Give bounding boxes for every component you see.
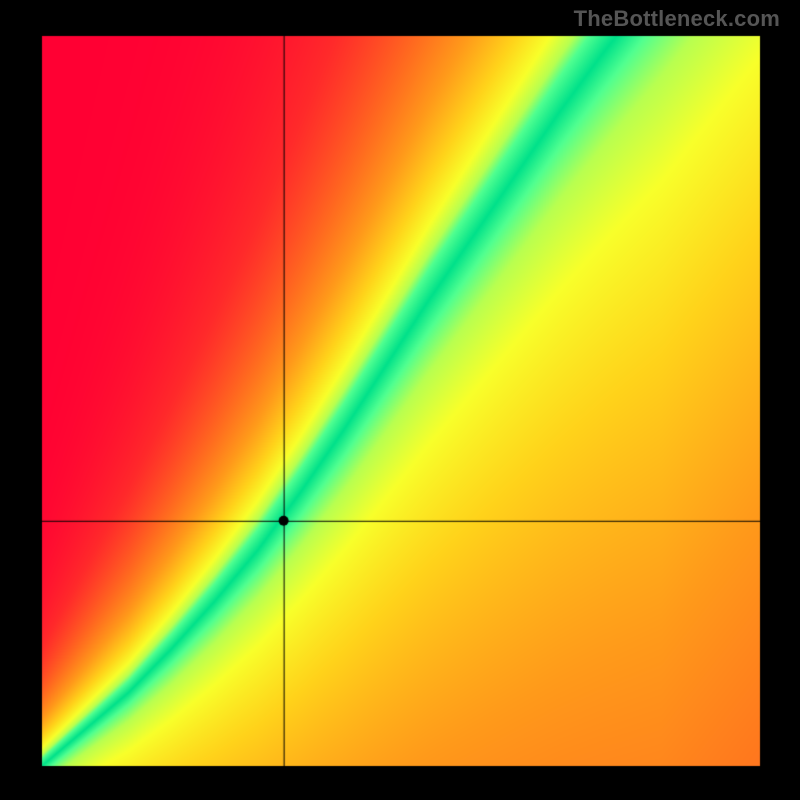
chart-container: TheBottleneck.com bbox=[0, 0, 800, 800]
bottleneck-heatmap bbox=[0, 0, 800, 800]
watermark-text: TheBottleneck.com bbox=[574, 6, 780, 32]
